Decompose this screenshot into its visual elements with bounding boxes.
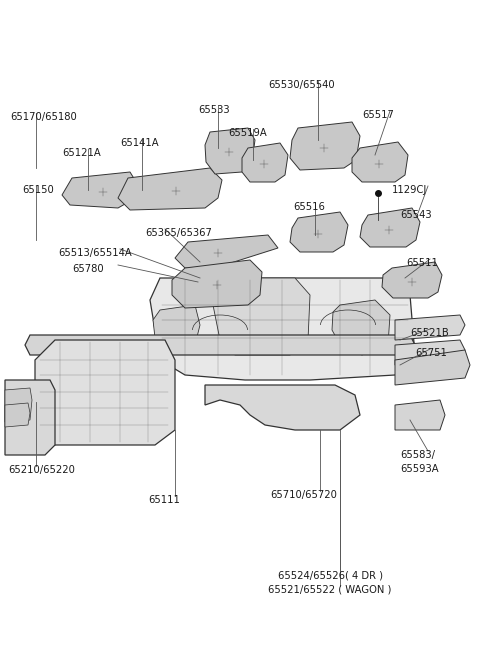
Polygon shape: [35, 340, 175, 445]
Text: 65710/65720: 65710/65720: [270, 490, 337, 500]
Text: 65516: 65516: [293, 202, 325, 212]
Polygon shape: [360, 208, 420, 247]
Text: 1129CJ: 1129CJ: [392, 185, 427, 195]
Polygon shape: [212, 278, 310, 355]
Polygon shape: [382, 262, 442, 298]
Polygon shape: [242, 143, 288, 182]
Polygon shape: [175, 235, 278, 268]
Polygon shape: [172, 260, 262, 308]
Polygon shape: [153, 305, 200, 350]
Text: 65521B: 65521B: [410, 328, 449, 338]
Polygon shape: [205, 385, 360, 430]
Polygon shape: [290, 122, 360, 170]
Polygon shape: [290, 212, 348, 252]
Polygon shape: [395, 340, 465, 365]
Polygon shape: [5, 388, 32, 422]
Text: 65521/65522 ( WAGON ): 65521/65522 ( WAGON ): [268, 585, 391, 595]
Text: 65517: 65517: [362, 110, 394, 120]
Text: 65751: 65751: [415, 348, 447, 358]
Text: 65524/65526( 4 DR ): 65524/65526( 4 DR ): [278, 570, 383, 580]
Polygon shape: [25, 335, 415, 355]
Text: 65593A: 65593A: [400, 464, 439, 474]
Text: 65513/65514A: 65513/65514A: [58, 248, 132, 258]
Polygon shape: [395, 315, 465, 340]
Polygon shape: [118, 168, 222, 210]
Polygon shape: [205, 128, 255, 174]
Text: 65365/65367: 65365/65367: [145, 228, 212, 238]
Text: 65121A: 65121A: [62, 148, 101, 158]
Text: 65543: 65543: [400, 210, 432, 220]
Text: 65519A: 65519A: [228, 128, 267, 138]
Polygon shape: [395, 350, 470, 385]
Text: 65111: 65111: [148, 495, 180, 505]
Polygon shape: [62, 172, 138, 208]
Text: 65141A: 65141A: [120, 138, 158, 148]
Polygon shape: [5, 403, 30, 427]
Text: 65533: 65533: [198, 105, 229, 115]
Text: 65511: 65511: [406, 258, 438, 268]
Polygon shape: [395, 400, 445, 430]
Text: 65583/: 65583/: [400, 450, 435, 460]
Polygon shape: [5, 380, 55, 455]
Polygon shape: [150, 278, 415, 380]
Polygon shape: [332, 300, 390, 355]
Text: 65170/65180: 65170/65180: [10, 112, 77, 122]
Text: 65780: 65780: [72, 264, 104, 274]
Text: 65530/65540: 65530/65540: [268, 80, 335, 90]
Polygon shape: [352, 142, 408, 182]
Text: 65150: 65150: [22, 185, 54, 195]
Text: 65210/65220: 65210/65220: [8, 465, 75, 475]
